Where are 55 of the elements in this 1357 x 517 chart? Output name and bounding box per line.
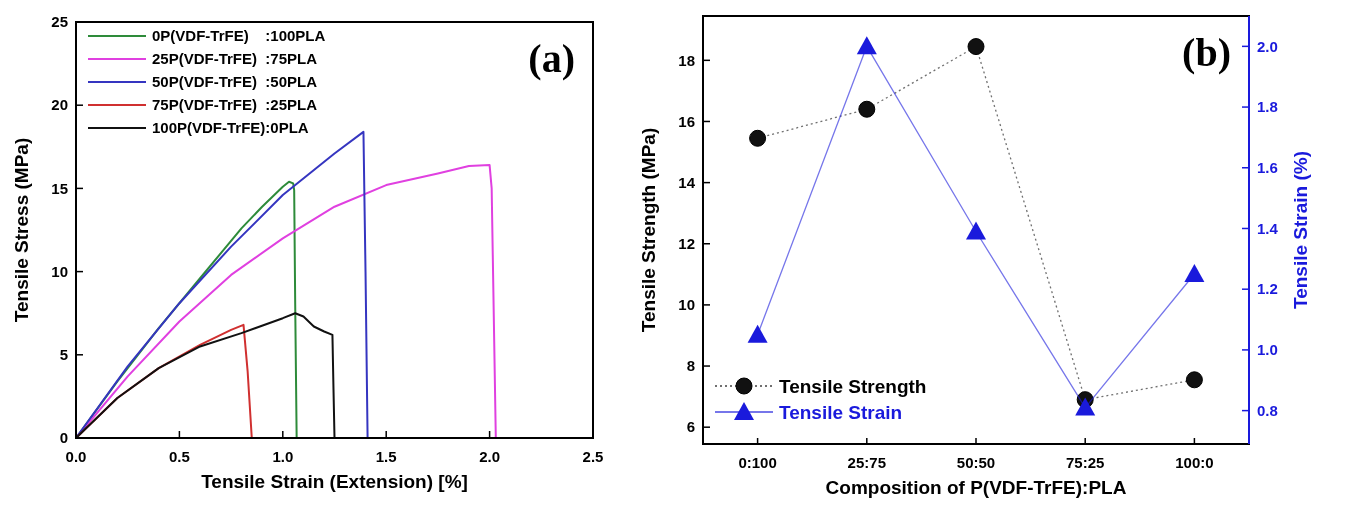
x-tick-label: 25:75 bbox=[847, 454, 886, 471]
x-tick-label: 2.5 bbox=[582, 448, 604, 465]
x-tick-label: 2.0 bbox=[479, 448, 501, 465]
y-tick-label: 14 bbox=[678, 173, 696, 191]
y2-tick-label: 1.8 bbox=[1257, 98, 1278, 116]
x-tick-label: 1.0 bbox=[272, 448, 294, 465]
point bbox=[749, 129, 767, 147]
annotation: (a) bbox=[528, 36, 575, 81]
y-tick-label: 10 bbox=[678, 296, 695, 314]
y-tick-label: 18 bbox=[678, 51, 695, 69]
y2-tick-label: 1.4 bbox=[1257, 219, 1279, 237]
point bbox=[747, 324, 768, 343]
y-tick-label: 20 bbox=[51, 96, 68, 114]
legend-label: 0P(VDF-TrFE) :100PLA bbox=[152, 27, 326, 45]
y2-tick-label: 1.2 bbox=[1257, 280, 1278, 298]
y-tick-label: 10 bbox=[51, 262, 68, 280]
point bbox=[1184, 264, 1205, 283]
x-tick-label: 75:25 bbox=[1066, 454, 1105, 471]
point bbox=[967, 38, 985, 56]
point bbox=[966, 221, 986, 240]
y2-tick-label: 2.0 bbox=[1257, 37, 1278, 55]
point bbox=[1075, 397, 1096, 416]
y-tick-label: 15 bbox=[51, 179, 68, 197]
y-tick-label: 8 bbox=[686, 357, 695, 375]
x-tick-label: 0.5 bbox=[168, 448, 190, 465]
x-tick-label: 0.0 bbox=[65, 448, 87, 465]
y-tick-label: 16 bbox=[678, 112, 695, 130]
y-tick-label: 5 bbox=[59, 346, 68, 364]
y-axis-title: Tensile Strength (MPa) bbox=[638, 127, 659, 333]
y2-tick-label: 1.0 bbox=[1257, 341, 1278, 359]
x-tick-label: 0:100 bbox=[738, 454, 777, 471]
y-tick-label: 6 bbox=[686, 418, 695, 436]
y2-axis-title: Tensile Strain (%) bbox=[1290, 150, 1311, 310]
x-axis-title: Composition of P(VDF-TrFE):PLA bbox=[825, 477, 1127, 498]
x-tick-label: 50:50 bbox=[956, 454, 996, 471]
y-tick-label: 12 bbox=[678, 235, 695, 253]
point bbox=[858, 100, 876, 118]
x-axis-title: Tensile Strain (Extension) [%] bbox=[201, 471, 468, 492]
y-tick-label: 0 bbox=[59, 429, 68, 447]
x-tick-label: 100:0 bbox=[1175, 454, 1214, 471]
x-tick-label: 1.5 bbox=[375, 448, 397, 465]
y2-tick-label: 0.8 bbox=[1257, 401, 1278, 419]
legend-label: 75P(VDF-TrFE) :25PLA bbox=[152, 96, 318, 114]
legend-label: Tensile Strain bbox=[779, 401, 903, 423]
y-axis-title: Tensile Stress (MPa) bbox=[11, 137, 32, 323]
y-tick-label: 25 bbox=[51, 13, 68, 31]
legend-label: 25P(VDF-TrFE) :75PLA bbox=[152, 50, 318, 68]
legend-label: Tensile Strength bbox=[779, 375, 927, 397]
legend-label: 50P(VDF-TrFE) :50PLA bbox=[152, 73, 318, 91]
annotation: (b) bbox=[1182, 30, 1231, 75]
point bbox=[1185, 371, 1203, 389]
line-series bbox=[75, 312, 336, 439]
y2-tick-label: 1.6 bbox=[1257, 159, 1278, 177]
legend-label: 100P(VDF-TrFE):0PLA bbox=[152, 119, 309, 137]
point bbox=[856, 36, 877, 55]
